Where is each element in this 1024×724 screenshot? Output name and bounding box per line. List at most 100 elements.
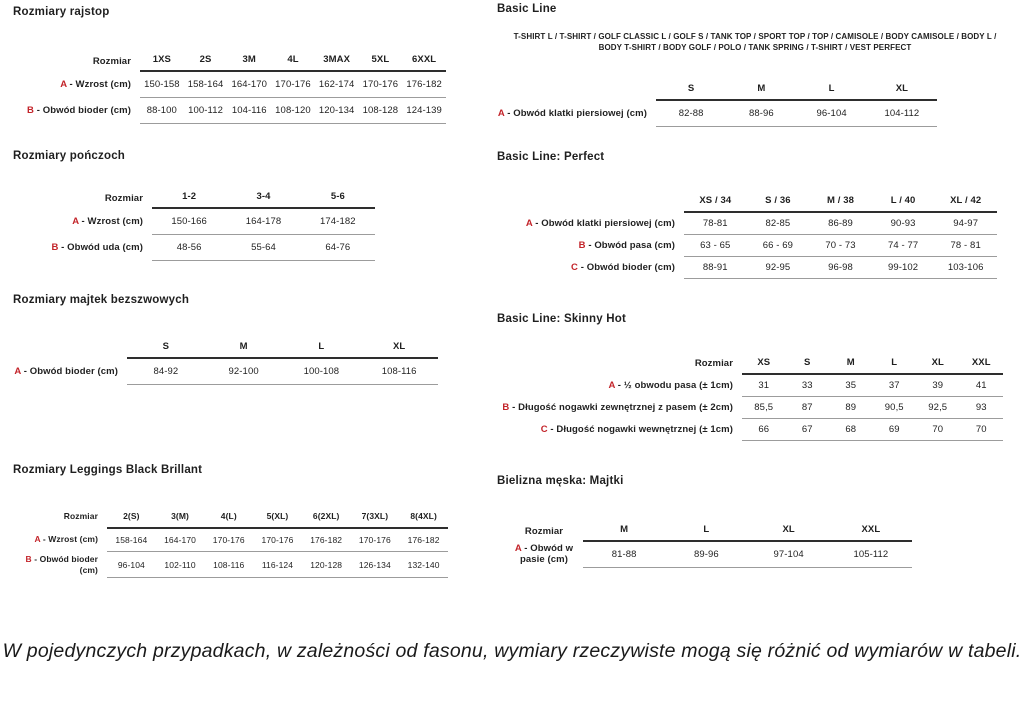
section-title: Rozmiary pończoch (13, 150, 126, 162)
size-column-header: 5-6 (300, 189, 375, 209)
measurement-row: A - Obwód klatki piersiowej (cm) 78-81 82-… (497, 212, 997, 235)
size-column-header: 4L (271, 52, 315, 72)
measurement-value: 93 (959, 396, 1003, 419)
size-column-header: XXL (829, 522, 912, 542)
measurement-row: B - Obwód uda (cm) 48-56 55-64 64-76 (13, 234, 375, 261)
measurement-value: 162-174 (314, 71, 359, 98)
measurement-value: 99-102 (871, 256, 935, 279)
measurement-value: 105-112 (829, 541, 912, 568)
measurement-value: 104-116 (227, 97, 272, 124)
measurement-value: 35 (829, 374, 873, 397)
measurement-value: 55-64 (226, 234, 301, 261)
measurement-value: 82-85 (746, 212, 810, 235)
size-column-header: S (656, 81, 727, 101)
measurement-value: 63 - 65 (684, 234, 747, 257)
measurement-value: 74 - 77 (871, 234, 935, 257)
size-column-header: 1-2 (152, 189, 227, 209)
measurement-letter: A (72, 215, 79, 227)
measurement-row-label: A - Wzrost (cm) (72, 215, 143, 227)
measurement-value: 78 - 81 (934, 234, 997, 257)
measurement-value: 86-89 (809, 212, 872, 235)
measurement-value: 170-176 (350, 528, 400, 552)
size-table-ponczochy: Rozmiar 1-2 3-4 5-6 A - Wzrost (cm) 150-166 16… (13, 189, 375, 261)
measurement-row: C - Obwód bioder (cm) 88-91 92-95 96-98 99-1… (497, 256, 997, 279)
disclaimer-text: W pojedynczych przypadkach, w zależności… (2, 639, 1022, 662)
measurement-value: 150-158 (140, 71, 184, 98)
measurement-value: 87 (785, 396, 829, 419)
measurement-letter: A (514, 543, 522, 555)
size-column-header: XL (747, 522, 830, 542)
measurement-value: 39 (916, 374, 960, 397)
size-column-header: 8(4XL) (399, 505, 448, 529)
measurement-value: 94-97 (934, 212, 997, 235)
measurement-row-label: B - Obwód uda (cm) (51, 242, 143, 253)
size-table-rajstop: Rozmiar 1XS 2S 3M 4L 3MAX 5XL 6XXL A - Wzrost (c… (13, 52, 446, 124)
size-header-label: Rozmiar (104, 193, 143, 204)
measurement-value: 120-128 (301, 551, 351, 578)
section-title: Rozmiary rajstop (13, 6, 110, 18)
size-column-header: M (204, 339, 283, 359)
measurement-letter: B (578, 240, 586, 251)
measurement-value: 84-92 (127, 358, 205, 385)
size-column-header: 7(3XL) (350, 505, 400, 529)
size-column-header: S (785, 352, 829, 375)
measurement-row-label: B - Długość nogawki zewnętrznej z pasem … (502, 402, 733, 413)
size-column-header: S (127, 339, 205, 359)
measurement-letter: A (60, 78, 67, 90)
section-rozmiary-rajstop: Rozmiary rajstop Rozmiar 1XS 2S 3M 4L 3MAX 5XL… (13, 5, 490, 124)
measurement-value: 164-170 (227, 71, 272, 98)
measurement-letter: A (608, 379, 616, 391)
measurement-value: 108-128 (358, 97, 403, 124)
size-column-header: L (665, 522, 748, 542)
measurement-row-label: A - Obwód bioder (cm) (14, 365, 118, 377)
size-column-header: M (829, 352, 873, 375)
size-column-header: 3(M) (155, 505, 205, 529)
size-header-label: Rozmiar (524, 526, 564, 537)
size-column-header: 2S (183, 52, 228, 72)
size-column-header: L (796, 81, 867, 101)
measurement-row-label: A - Obwód klatki piersiowej (cm) (525, 217, 675, 229)
size-table-leggings: Rozmiar 2(S) 3(M) 4(L) 5(XL) 6(2XL) 7(3XL) 8(4X… (13, 505, 448, 578)
measurement-value: 103-106 (934, 256, 997, 279)
size-table-majtki-meskie: Rozmiar M L XL XXL A - Obwód w pasie (cm) 81-8… (505, 522, 912, 568)
measurement-value: 126-134 (350, 551, 400, 578)
measurement-row: A - Obwód w pasie (cm) 81-88 89-96 97-104 10… (505, 541, 912, 568)
measurement-letter: B (51, 242, 59, 253)
measurement-value: 90-93 (871, 212, 935, 235)
measurement-letter: A (497, 107, 505, 119)
measurement-row-label: B - Obwód bioder (cm) (25, 553, 98, 575)
measurement-row: B - Obwód pasa (cm) 63 - 65 66 - 69 70 - 73… (497, 234, 997, 257)
size-column-header: S / 36 (746, 190, 810, 213)
measurement-row-label: A - ½ obwodu pasa (± 1cm) (608, 379, 733, 391)
measurement-row-label: C - Obwód bioder (cm) (571, 262, 675, 273)
size-chart-page: Rozmiary rajstop Rozmiar 1XS 2S 3M 4L 3MAX 5XL… (13, 3, 1018, 578)
size-column-header: L / 40 (871, 190, 935, 213)
measurement-value: 108-116 (360, 358, 438, 385)
size-column-header: M / 38 (809, 190, 872, 213)
section-title: Basic Line: Perfect (497, 151, 605, 163)
measurement-value: 170-176 (358, 71, 403, 98)
measurement-row: A - Wzrost (cm) 150-166 164-178 174-182 (13, 208, 375, 235)
size-column-header: XS (742, 352, 786, 375)
measurement-row: B - Obwód bioder (cm) 88-100 100-112 104-11… (13, 97, 446, 124)
measurement-row-label: B - Obwód pasa (cm) (578, 240, 675, 251)
size-column-header: 3M (227, 52, 272, 72)
measurement-row-label: C - Długość nogawki wewnętrznej (± 1cm) (540, 424, 733, 435)
size-header-row: Rozmiar 1-2 3-4 5-6 (13, 189, 375, 209)
measurement-value: 66 - 69 (746, 234, 810, 257)
measurement-value: 158-164 (183, 71, 228, 98)
section-title: Basic Line: Skinny Hot (497, 313, 627, 325)
measurement-value: 88-91 (684, 256, 747, 279)
measurement-row: A - Wzrost (cm) 158-164 164-170 170-176 170-… (13, 528, 448, 552)
measurement-value: 89 (829, 396, 873, 419)
size-column-header: 3MAX (314, 52, 359, 72)
measurement-row-label: A - Obwód klatki piersiowej (cm) (497, 107, 647, 119)
size-column-header: 2(S) (107, 505, 156, 529)
measurement-letter: A (525, 217, 533, 229)
size-column-header: XS / 34 (684, 190, 747, 213)
size-header-label (497, 190, 684, 212)
measurement-value: 92,5 (916, 396, 960, 419)
measurement-row: A - Obwód bioder (cm) 84-92 92-100 100-108 1… (13, 358, 438, 385)
section-bielizna-meska-majtki: Bielizna męska: Majtki Rozmiar M L XL XXL A -… (497, 474, 1018, 568)
size-header-label: Rozmiar (63, 511, 98, 521)
